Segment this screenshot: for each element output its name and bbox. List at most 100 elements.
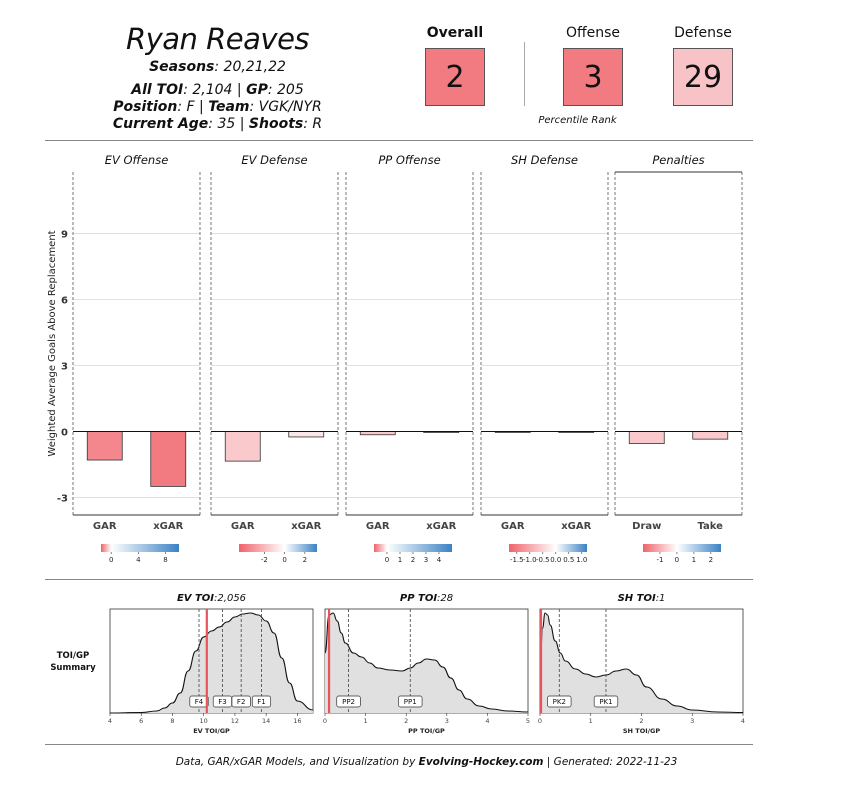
panel-title: Penalties bbox=[652, 153, 704, 167]
legend-tick-label: -2 bbox=[261, 556, 268, 564]
role-marker-label: PK1 bbox=[599, 698, 612, 706]
role-marker-label: PP2 bbox=[342, 698, 355, 706]
legend-tick-label: 0.5 bbox=[563, 556, 574, 564]
overall-label: Overall bbox=[426, 25, 484, 41]
percentile-rank-label: Percentile Rank bbox=[538, 115, 617, 126]
x-tick-label: 8 bbox=[170, 717, 174, 725]
legend-tick-label: -1.5 bbox=[510, 556, 524, 564]
role-marker-label: PP1 bbox=[404, 698, 417, 706]
team-value: : VGK/NYR bbox=[249, 99, 322, 115]
y-tick-label: 3 bbox=[61, 361, 68, 372]
legend-tick-label: 0 bbox=[675, 556, 679, 564]
role-marker-label: F2 bbox=[237, 698, 245, 706]
legend-tick-label: 0.0 bbox=[550, 556, 561, 564]
position-line: Position: F | Team: VGK/NYR bbox=[60, 98, 375, 116]
toi-panel-title: EV TOI:2,056 bbox=[177, 593, 246, 604]
y-axis-label: Weighted Average Goals Above Replacement bbox=[47, 230, 58, 456]
seasons-label: Seasons bbox=[149, 59, 215, 75]
color-legend-bar bbox=[643, 544, 721, 552]
density-line bbox=[539, 612, 744, 714]
role-marker-box bbox=[547, 695, 572, 708]
y-tick-label: 9 bbox=[61, 230, 68, 241]
role-marker-label: F4 bbox=[195, 698, 204, 706]
divider-bottom bbox=[45, 744, 753, 745]
toi-title-value: :1 bbox=[656, 593, 666, 604]
x-tick-label: 0 bbox=[538, 717, 542, 725]
offense-label: Offense bbox=[565, 25, 621, 41]
bar bbox=[86, 431, 123, 461]
position-value: : F | bbox=[177, 99, 209, 115]
role-marker-label: F1 bbox=[257, 698, 265, 706]
toi-label: All TOI bbox=[131, 82, 184, 98]
bar bbox=[628, 431, 665, 444]
toi-title-value: :2,056 bbox=[214, 593, 246, 604]
footer-suffix: | Generated: 2022-11-23 bbox=[543, 756, 678, 768]
panel-title: PP Offense bbox=[378, 153, 440, 167]
legend-tick-label: 0 bbox=[385, 556, 389, 564]
gp-value: : 205 bbox=[267, 82, 304, 98]
x-tick-label: 12 bbox=[231, 717, 239, 725]
defense-rank-box: 29 bbox=[673, 48, 733, 106]
header-divider bbox=[524, 42, 525, 106]
shoots-label: Shoots bbox=[248, 116, 304, 132]
panel-title: EV Defense bbox=[241, 153, 307, 167]
x-tick-label: GAR bbox=[501, 521, 525, 532]
x-tick-label: 10 bbox=[200, 717, 208, 725]
offense-rank-box: 3 bbox=[563, 48, 623, 106]
x-tick-label: GAR bbox=[231, 521, 255, 532]
x-tick-label: 2 bbox=[639, 717, 643, 725]
team-label: Team bbox=[208, 99, 250, 115]
legend-tick-label: 1 bbox=[398, 556, 402, 564]
age-label: Current Age bbox=[112, 116, 209, 132]
footer-prefix: Data, GAR/xGAR Models, and Visualization… bbox=[175, 756, 419, 768]
x-axis-label: SH TOI/GP bbox=[623, 727, 660, 735]
seasons-value: : 20,21,22 bbox=[214, 59, 286, 75]
toi-panel-title: PP TOI:28 bbox=[400, 593, 453, 604]
role-marker-box bbox=[593, 695, 619, 708]
x-tick-label: 2 bbox=[404, 717, 408, 725]
overall-rank-box: 2 bbox=[425, 48, 485, 106]
gar-bar-chart: Weighted Average Goals Above Replacement… bbox=[47, 153, 743, 564]
x-tick-label: 5 bbox=[526, 717, 530, 725]
density-area bbox=[540, 613, 743, 713]
legend-tick-label: 2 bbox=[709, 556, 713, 564]
x-axis-label: EV TOI/GP bbox=[193, 727, 230, 735]
position-label: Position bbox=[113, 99, 178, 115]
age-line: Current Age: 35 | Shoots: R bbox=[60, 115, 375, 133]
x-tick-label: xGAR bbox=[291, 521, 321, 532]
legend-tick-label: 4 bbox=[136, 556, 141, 564]
bar bbox=[288, 431, 325, 438]
role-marker-box bbox=[336, 695, 361, 708]
panel-title: EV Offense bbox=[105, 153, 169, 167]
bar bbox=[150, 431, 187, 487]
role-marker-box bbox=[231, 695, 251, 708]
density-area bbox=[325, 613, 528, 713]
legend-tick-label: 3 bbox=[424, 556, 428, 564]
role-marker-label: F3 bbox=[218, 698, 226, 706]
legend-tick-label: 8 bbox=[163, 556, 167, 564]
age-value: : 35 | bbox=[208, 116, 249, 132]
row-label-line1: TOI/GP bbox=[57, 651, 90, 661]
x-tick-label: 4 bbox=[485, 717, 489, 725]
x-tick-label: 4 bbox=[108, 717, 112, 725]
legend-tick-label: 2 bbox=[411, 556, 415, 564]
footer-credit: Data, GAR/xGAR Models, and Visualization… bbox=[0, 756, 853, 768]
density-line bbox=[109, 612, 314, 714]
toi-panel-title: SH TOI:1 bbox=[618, 593, 666, 604]
role-marker-box bbox=[251, 695, 272, 708]
bar bbox=[224, 431, 261, 462]
x-tick-label: Take bbox=[698, 521, 724, 532]
y-tick-label: 6 bbox=[61, 296, 68, 307]
legend-tick-label: -1.0 bbox=[523, 556, 537, 564]
x-tick-label: 3 bbox=[690, 717, 694, 725]
toi-line: All TOI: 2,104 | GP: 205 bbox=[60, 81, 375, 99]
toi-title-label: SH TOI bbox=[618, 593, 656, 604]
toi-title-label: PP TOI bbox=[400, 593, 437, 604]
panel-title: SH Defense bbox=[511, 153, 578, 167]
toi-value: : 2,104 | bbox=[183, 82, 247, 98]
x-tick-label: xGAR bbox=[561, 521, 591, 532]
x-tick-label: 0 bbox=[323, 717, 327, 725]
density-line bbox=[324, 612, 529, 713]
shoots-value: : R bbox=[303, 116, 323, 132]
